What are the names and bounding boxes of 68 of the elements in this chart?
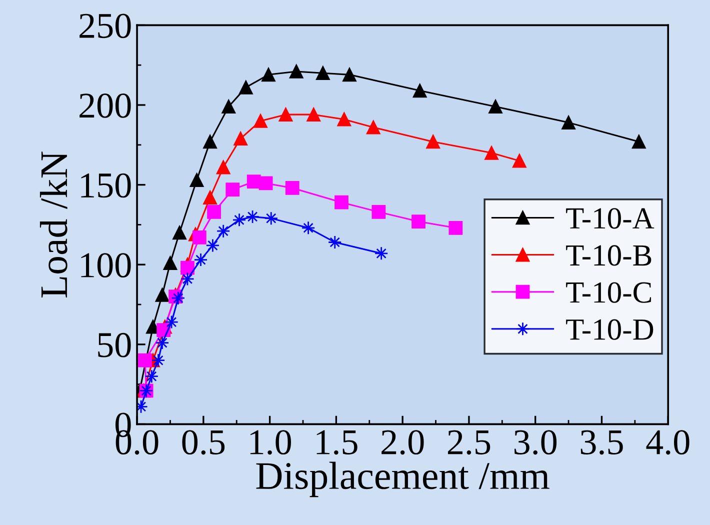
point: [316, 66, 330, 80]
legend-label: T-10-A: [566, 208, 654, 229]
point: [337, 112, 352, 126]
point: [488, 100, 502, 114]
point: [151, 353, 166, 368]
x-tick-label: 3.5: [580, 430, 623, 455]
point: [484, 146, 498, 160]
point: [222, 100, 236, 114]
y-axis-title: Load /kN: [40, 152, 68, 298]
point: [144, 369, 159, 384]
point: [512, 154, 526, 168]
point: [190, 173, 204, 187]
point: [194, 252, 208, 267]
point: [234, 132, 248, 146]
point: [226, 182, 240, 197]
x-tick-label: 0.5: [182, 430, 225, 455]
point: [155, 288, 170, 302]
point: [163, 256, 178, 270]
y-tick-label: 200: [80, 94, 131, 118]
point: [216, 224, 230, 238]
point: [426, 134, 440, 149]
point: [374, 246, 388, 260]
point: [412, 214, 426, 228]
y-tick-label: 50: [98, 332, 131, 358]
point: [334, 195, 348, 210]
point: [238, 80, 253, 94]
point: [366, 120, 380, 134]
legend-label: T-10-B: [566, 245, 652, 266]
point: [448, 220, 463, 235]
y-tick-label: 150: [81, 173, 131, 198]
legend-label: T-10-C: [566, 282, 651, 303]
point: [278, 108, 293, 122]
point: [232, 212, 246, 227]
x-tick-label: 2.5: [448, 430, 490, 455]
point: [216, 160, 230, 174]
x-tick-label: 4.0: [646, 430, 690, 455]
point: [562, 116, 576, 130]
legend-label: T-10-D: [566, 319, 654, 340]
point: [285, 181, 300, 195]
point: [203, 190, 217, 205]
point: [306, 108, 321, 122]
point: [171, 291, 186, 306]
point: [264, 211, 278, 226]
point: [342, 68, 356, 82]
point: [180, 260, 194, 275]
point: [246, 174, 261, 189]
point: [262, 68, 276, 82]
point: [192, 230, 206, 244]
point: [301, 220, 316, 235]
point: [328, 235, 342, 250]
point: [207, 204, 221, 219]
y-tick-label: 250: [80, 14, 131, 38]
point: [258, 176, 273, 190]
point: [155, 336, 170, 350]
x-tick-label: 3.0: [514, 430, 557, 455]
point: [632, 134, 646, 149]
point: [138, 353, 152, 368]
point: [372, 204, 386, 219]
point: [203, 134, 217, 149]
point: [254, 114, 268, 128]
point: [172, 226, 186, 240]
point: [289, 64, 304, 78]
x-tick-label: 1.5: [316, 430, 358, 455]
point: [412, 84, 427, 98]
x-axis-title: Displacement /mm: [256, 462, 550, 498]
x-tick-label: 1.0: [250, 430, 291, 455]
y-tick-label: 100: [81, 253, 131, 278]
x-tick-label: 2.0: [382, 430, 424, 455]
